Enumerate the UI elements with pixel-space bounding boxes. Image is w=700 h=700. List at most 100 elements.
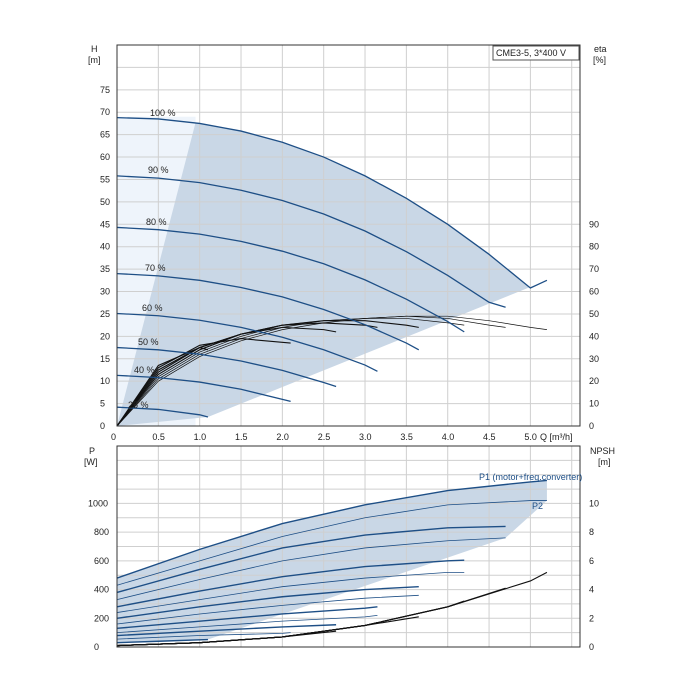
y-right-label-npsh: NPSH bbox=[590, 446, 615, 456]
x-tick-label: 5.0 bbox=[524, 432, 537, 442]
eta-curve bbox=[116, 322, 378, 427]
y-right-tick-label: 10 bbox=[589, 498, 599, 508]
power-curve bbox=[116, 571, 465, 613]
y-left-tick-label: 800 bbox=[94, 527, 109, 537]
x-tick-label: 4.5 bbox=[483, 432, 496, 442]
speed-label: 50 % bbox=[138, 337, 159, 347]
y-left-tick-label: 20 bbox=[100, 331, 110, 341]
y-left-tick-label: 35 bbox=[100, 264, 110, 274]
speed-label: 100 % bbox=[150, 108, 176, 118]
y-left-tick-label: 70 bbox=[100, 107, 110, 117]
x-tick-label: 1.0 bbox=[194, 432, 207, 442]
title-box-text: CME3-5, 3*400 V bbox=[496, 48, 566, 58]
y-right-tick-label: 70 bbox=[589, 264, 599, 274]
y-right-tick-label: 80 bbox=[589, 242, 599, 252]
power-operating-area bbox=[117, 480, 547, 643]
x-tick-label: 2.0 bbox=[276, 432, 289, 442]
y-left-unit-h: [m] bbox=[88, 55, 101, 65]
y-left-tick-label: 30 bbox=[100, 287, 110, 297]
y-left-tick-label: 0 bbox=[94, 642, 99, 652]
x-axis-label: Q [m³/h] bbox=[540, 432, 573, 442]
y-left-tick-label: 60 bbox=[100, 152, 110, 162]
y-right-tick-label: 60 bbox=[589, 287, 599, 297]
y-left-tick-label: 15 bbox=[100, 354, 110, 364]
y-left-tick-label: 1000 bbox=[88, 498, 108, 508]
y-right-tick-label: 0 bbox=[589, 421, 594, 431]
y-left-tick-label: 55 bbox=[100, 174, 110, 184]
x-tick-label: 1.5 bbox=[235, 432, 248, 442]
series-label-p1: P1 (motor+freq.converter) bbox=[479, 472, 582, 482]
power-curve bbox=[116, 594, 419, 625]
head-curve bbox=[116, 374, 291, 402]
x-tick-label: 0.5 bbox=[152, 432, 165, 442]
power-curve bbox=[116, 632, 291, 640]
y-left-unit-p: [W] bbox=[84, 457, 98, 467]
y-left-tick-label: 400 bbox=[94, 585, 109, 595]
x-tick-label: 3.0 bbox=[359, 432, 372, 442]
y-left-tick-label: 5 bbox=[100, 399, 105, 409]
y-right-tick-label: 50 bbox=[589, 309, 599, 319]
speed-label: 40 % bbox=[134, 365, 155, 375]
power-curve bbox=[116, 559, 465, 608]
head-curve bbox=[116, 175, 506, 308]
y-left-tick-label: 0 bbox=[100, 421, 105, 431]
y-right-tick-label: 4 bbox=[589, 585, 594, 595]
y-right-tick-label: 0 bbox=[589, 642, 594, 652]
y-right-tick-label: 10 bbox=[589, 399, 599, 409]
head-panel: 100 % 90 % 80 % 70 % 60 % 50 % 40 % 25 % 0 0.5 1.… bbox=[88, 44, 607, 442]
speed-label: 80 % bbox=[146, 217, 167, 227]
power-plot-frame bbox=[116, 445, 581, 648]
speed-label: 70 % bbox=[145, 263, 166, 273]
y-right-tick-label: 20 bbox=[589, 376, 599, 386]
head-curve bbox=[116, 312, 378, 372]
y-right-tick-label: 6 bbox=[589, 556, 594, 566]
y-left-tick-label: 40 bbox=[100, 242, 110, 252]
x-tick-label: 4.0 bbox=[442, 432, 455, 442]
eta-curve bbox=[116, 346, 209, 427]
x-tick-label: 3.5 bbox=[400, 432, 413, 442]
y-right-tick-label: 30 bbox=[589, 354, 599, 364]
eta-curve bbox=[116, 338, 291, 427]
power-curve bbox=[116, 615, 378, 634]
y-left-tick-label: 600 bbox=[94, 556, 109, 566]
y-left-tick-label: 75 bbox=[100, 85, 110, 95]
power-curve bbox=[116, 624, 337, 637]
y-right-label-eta: eta bbox=[594, 44, 607, 54]
head-curve bbox=[116, 346, 337, 388]
speed-label: 25 % bbox=[128, 400, 149, 410]
y-right-tick-label: 40 bbox=[589, 331, 599, 341]
y-left-tick-label: 65 bbox=[100, 130, 110, 140]
y-left-tick-label: 50 bbox=[100, 197, 110, 207]
x-tick-label: 0 bbox=[111, 432, 116, 442]
x-tick-label: 2.5 bbox=[318, 432, 331, 442]
npsh-curve bbox=[116, 641, 208, 647]
power-curve bbox=[116, 525, 506, 594]
head-curve bbox=[116, 116, 548, 289]
head-plot-frame bbox=[116, 44, 581, 427]
y-left-tick-label: 25 bbox=[100, 309, 110, 319]
speed-label: 60 % bbox=[142, 303, 163, 313]
head-curve bbox=[116, 272, 420, 351]
y-left-tick-label: 10 bbox=[100, 376, 110, 386]
power-curve bbox=[116, 606, 378, 630]
series-label-p2: P2 bbox=[532, 501, 543, 511]
power-curve bbox=[116, 586, 419, 619]
power-curve bbox=[116, 537, 506, 601]
power-curve bbox=[116, 500, 547, 586]
y-left-label-h: H bbox=[91, 44, 98, 54]
y-right-tick-label: 2 bbox=[589, 613, 594, 623]
y-right-tick-label: 90 bbox=[589, 219, 599, 229]
y-left-tick-label: 200 bbox=[94, 613, 109, 623]
speed-label: 90 % bbox=[148, 165, 169, 175]
y-left-label-p: P bbox=[89, 446, 95, 456]
power-curve bbox=[116, 638, 208, 644]
eta-curve bbox=[116, 326, 337, 427]
y-right-unit-npsh: [m] bbox=[598, 457, 611, 467]
operating-area bbox=[117, 122, 547, 426]
y-left-tick-label: 45 bbox=[100, 219, 110, 229]
head-curve bbox=[116, 406, 209, 418]
power-curve bbox=[116, 479, 547, 579]
y-right-unit-eta: [%] bbox=[593, 55, 606, 65]
